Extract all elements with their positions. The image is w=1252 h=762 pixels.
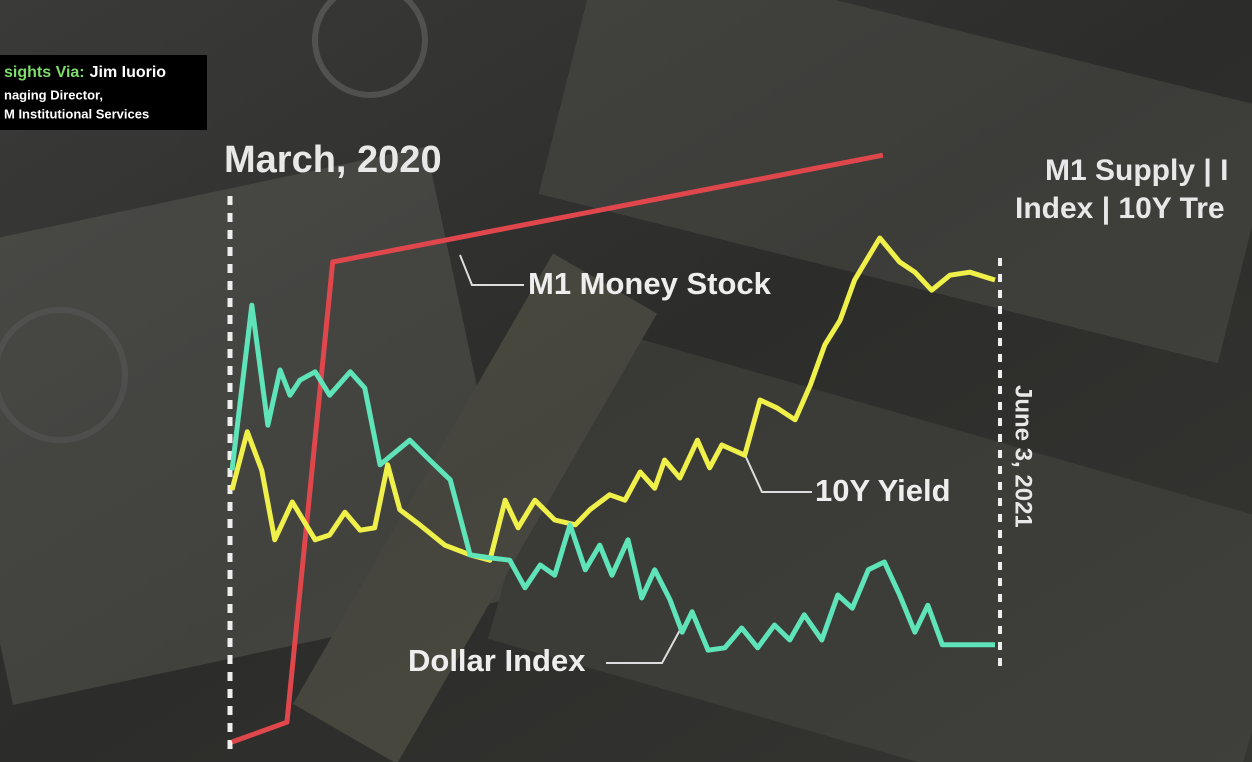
end-label: June 3, 2021 — [1010, 385, 1037, 528]
banknote — [0, 146, 522, 705]
source-org: M Institutional Services — [4, 106, 149, 121]
series-line — [229, 302, 995, 653]
leader-line — [459, 254, 524, 286]
source-role: naging Director, — [4, 87, 103, 102]
source: sights Via: Jim Iuorio — [4, 64, 166, 81]
banknote — [538, 0, 1252, 364]
source-name: Jim Iuorio — [90, 64, 167, 81]
seal — [0, 307, 128, 443]
series-line — [231, 152, 884, 745]
series-label: M1 Money Stock — [528, 266, 772, 301]
chart-title-line: Index | 10Y Tre — [1015, 192, 1225, 225]
chart-title-line: M1 Supply | I — [1045, 154, 1228, 187]
leader-line — [606, 629, 681, 664]
series-label: Dollar Index — [408, 643, 586, 678]
band — [293, 253, 657, 762]
leader-line — [744, 454, 812, 493]
source-box — [0, 55, 207, 130]
series-line — [229, 235, 996, 563]
source-label: sights Via: — [4, 64, 85, 81]
start-label: March, 2020 — [224, 139, 442, 181]
seal — [312, 0, 428, 98]
series-label: 10Y Yield — [815, 473, 951, 508]
plot — [229, 152, 996, 745]
